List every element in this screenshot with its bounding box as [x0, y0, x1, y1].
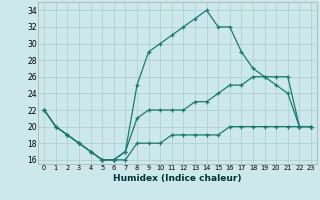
X-axis label: Humidex (Indice chaleur): Humidex (Indice chaleur)	[113, 174, 242, 183]
